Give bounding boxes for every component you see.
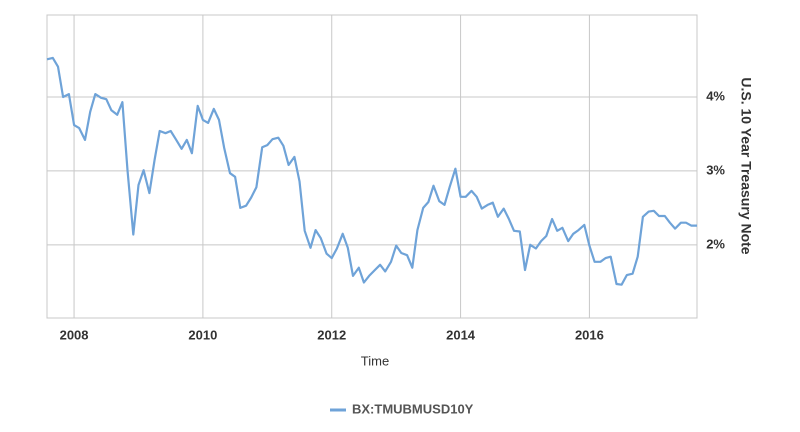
y-tick-label: 3% [706,162,725,177]
x-tick-label: 2014 [446,327,476,342]
x-tick-label: 2010 [188,327,217,342]
x-tick-label: 2016 [575,327,604,342]
legend-label: BX:TMUBMUSD10Y [352,401,474,416]
y-axis-label: U.S. 10 Year Treasury Note [738,77,754,254]
y-tick-label: 2% [706,236,725,251]
x-tick-label: 2012 [317,327,346,342]
y-tick-label: 4% [706,88,725,103]
plot-frame [46,14,698,319]
x-axis-label: Time [361,353,389,368]
line [46,56,697,286]
x-tick-label: 2008 [60,327,89,342]
